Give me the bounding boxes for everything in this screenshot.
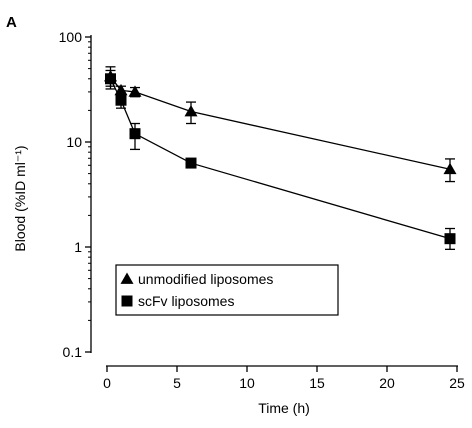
x-tick-label: 0: [103, 375, 111, 391]
data-point: [128, 85, 142, 97]
data-point: [443, 162, 457, 175]
series-line: [109, 76, 451, 170]
y-axis-label: Blood (%ID ml⁻¹): [12, 145, 28, 251]
panel-label: A: [6, 14, 17, 31]
data-point: [184, 105, 198, 117]
y-tick-label: 1: [74, 239, 82, 255]
legend-entry: scFv liposomes: [138, 293, 234, 309]
x-axis-label: Time (h): [258, 400, 310, 416]
x-tick-label: 5: [173, 375, 181, 391]
data-point: [115, 94, 127, 106]
y-tick-label: 100: [59, 29, 83, 45]
series-layer: [104, 66, 457, 250]
data-point: [105, 73, 116, 85]
legend-box: [115, 264, 339, 316]
legend-entry: unmodified liposomes: [138, 271, 273, 287]
data-point: [185, 157, 197, 169]
legend: unmodified liposomes scFv liposomes: [115, 264, 339, 316]
x-tick-label: 10: [239, 375, 255, 391]
series-line: [109, 78, 451, 240]
x-tick-label: 25: [449, 375, 465, 391]
axes: 0.1 1 10 100 0 5 10 15 20 25 Time (h) Blood (%ID ml…: [12, 29, 465, 416]
y-tick-label: 10: [66, 134, 82, 150]
series-2: [105, 69, 456, 250]
data-point: [129, 128, 141, 140]
y-tick-label: 0.1: [63, 344, 83, 360]
data-point: [444, 233, 456, 245]
x-tick-label: 15: [309, 375, 325, 391]
legend-marker: [120, 272, 134, 284]
legend-marker: [121, 295, 133, 307]
series-1: [104, 66, 457, 183]
x-tick-label: 20: [379, 375, 395, 391]
